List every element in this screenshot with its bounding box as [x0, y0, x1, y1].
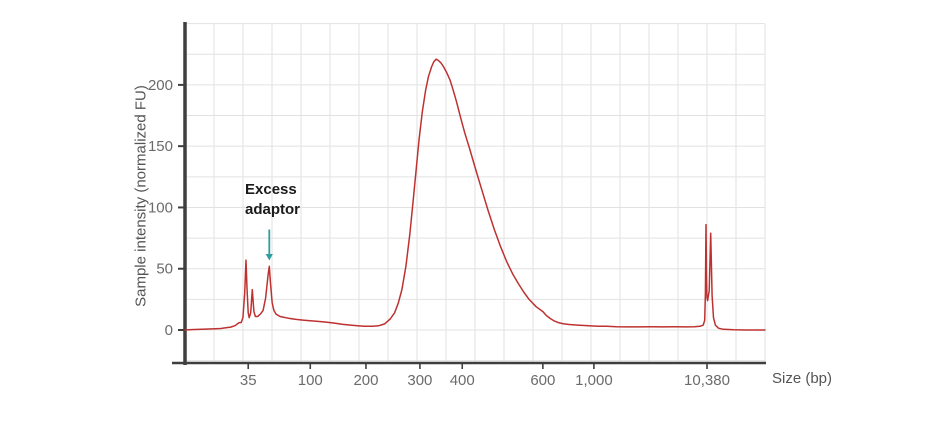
y-tick-label-100: 100 — [148, 199, 173, 216]
y-tick-label-0: 0 — [165, 322, 173, 339]
x-tick-label-300: 300 — [407, 372, 432, 389]
annotation-arrow — [265, 229, 273, 261]
x-axis-label: Size (bp) — [772, 370, 833, 387]
y-tick-label-50: 50 — [156, 261, 173, 278]
y-axis-label: Sample intensity (normalized FU) — [132, 85, 150, 307]
x-tick-label-35: 35 — [240, 372, 257, 389]
annotation-line-2: adaptor — [245, 201, 301, 218]
x-tick-label-10380: 10,380 — [684, 372, 730, 389]
x-tick-label-200: 200 — [353, 372, 378, 389]
x-tick-label-400: 400 — [450, 372, 475, 389]
arrowhead-icon — [265, 254, 273, 261]
x-tick-label-100: 100 — [298, 372, 323, 389]
grid — [185, 23, 766, 363]
y-tick-label-150: 150 — [148, 138, 173, 155]
annotation-line-1: Excess — [245, 181, 297, 198]
trace-sample-trace — [184, 58, 766, 331]
x-tick-label-1000: 1,000 — [575, 372, 613, 389]
y-axis-ticks: 0 50 100 150 200 — [148, 77, 185, 339]
x-tick-label-600: 600 — [530, 372, 555, 389]
excess-adaptor-annotation: Excess adaptor — [245, 180, 300, 220]
axes — [172, 22, 766, 365]
x-axis-ticks: 35 100 200 300 400 600 1,000 10,380 — [240, 363, 730, 389]
y-tick-label-200: 200 — [148, 77, 173, 94]
